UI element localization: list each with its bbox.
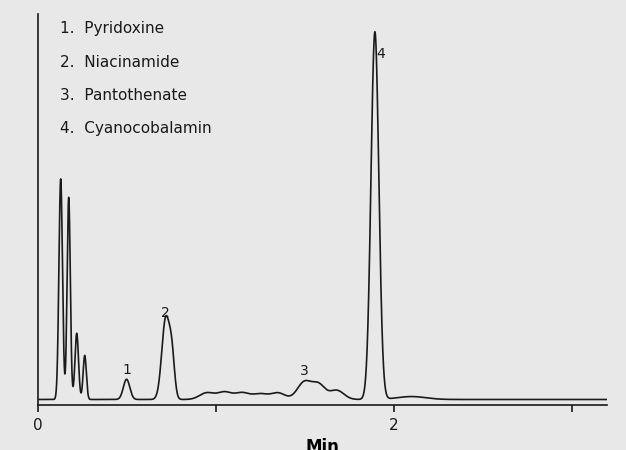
Text: 2: 2 bbox=[162, 306, 170, 320]
Text: 2.  Niacinamide: 2. Niacinamide bbox=[60, 54, 180, 70]
Text: 3: 3 bbox=[300, 364, 309, 378]
Text: 1.  Pyridoxine: 1. Pyridoxine bbox=[60, 21, 165, 36]
Text: 3.  Pantothenate: 3. Pantothenate bbox=[60, 88, 187, 103]
X-axis label: Min: Min bbox=[305, 438, 339, 450]
Text: 4: 4 bbox=[377, 47, 386, 61]
Text: 1: 1 bbox=[122, 364, 131, 378]
Text: 4.  Cyanocobalamin: 4. Cyanocobalamin bbox=[60, 121, 212, 136]
